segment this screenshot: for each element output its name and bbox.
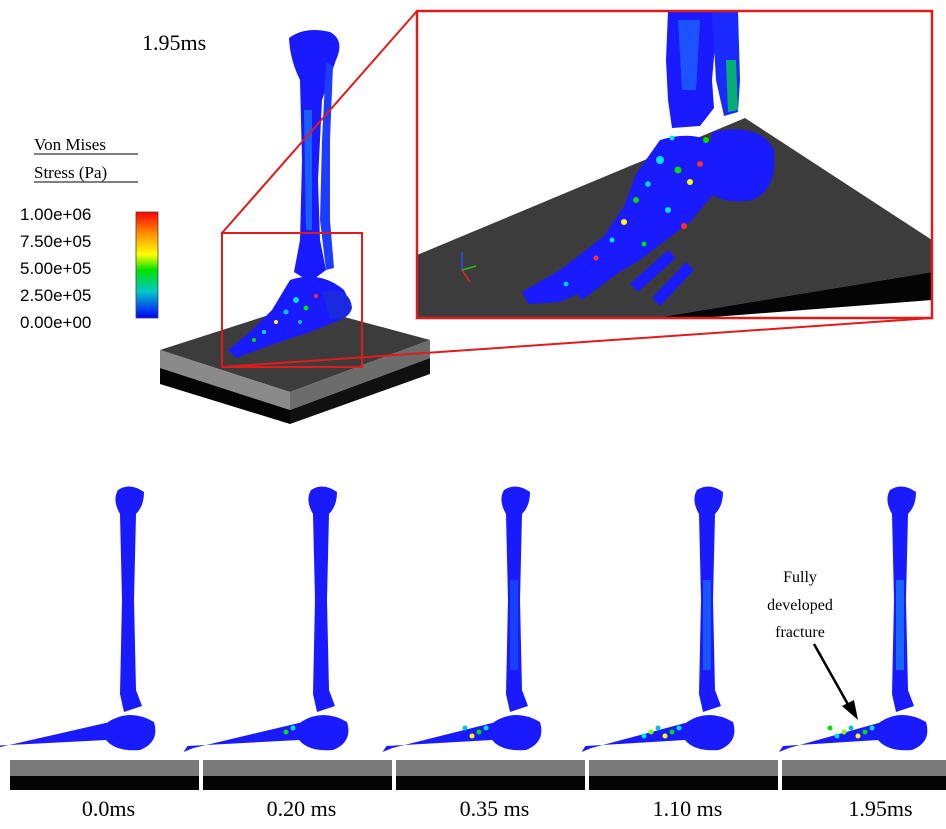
main-fibula bbox=[320, 62, 334, 270]
main-tibia-stress-band bbox=[304, 110, 312, 230]
frame-stress-spot bbox=[848, 725, 854, 731]
frame-heel bbox=[106, 715, 156, 751]
frame-forefoot bbox=[779, 722, 882, 752]
frame-forefoot bbox=[0, 722, 110, 748]
legend-colorbar bbox=[135, 211, 159, 319]
frame-heel bbox=[878, 715, 928, 751]
frame-time-label: 1.10 ms bbox=[653, 796, 723, 821]
annotation-line1: Fully bbox=[783, 569, 817, 586]
legend-tick-label: 0.00e+00 bbox=[20, 313, 91, 332]
frame-stress-spot bbox=[290, 725, 296, 731]
frame-plate-base bbox=[396, 776, 585, 790]
frame-forefoot bbox=[581, 722, 689, 752]
inset-toes bbox=[574, 232, 694, 306]
frame-stress-spot bbox=[662, 733, 668, 739]
legend-title-line1: Von Mises bbox=[34, 135, 106, 154]
frame-time-label: 0.0ms bbox=[82, 796, 135, 821]
frame-stress-spot bbox=[641, 733, 647, 739]
frame-stress-spot bbox=[869, 725, 875, 731]
stress-legend: Von Mises Stress (Pa) 1.00e+06 7.50e+05 … bbox=[20, 135, 159, 332]
frame-stress-spot bbox=[648, 729, 654, 735]
frame-plate-base bbox=[782, 776, 946, 790]
frame-plate-top bbox=[782, 760, 946, 776]
frame-plate-top bbox=[203, 760, 392, 776]
frame-tibia bbox=[308, 486, 337, 712]
annotation-arrow-shaft bbox=[812, 643, 852, 709]
time-frame: 0.35 ms bbox=[382, 486, 585, 821]
frame-stress-spot bbox=[834, 733, 840, 739]
legend-tick-label: 7.50e+05 bbox=[20, 232, 91, 251]
frame-time-label: 1.95ms bbox=[848, 796, 912, 821]
time-frame: 1.10 ms bbox=[581, 486, 778, 821]
frame-forefoot bbox=[382, 722, 496, 752]
annotation-line2: developed bbox=[767, 597, 833, 614]
zoom-source-box bbox=[221, 232, 363, 368]
frame-stress-spot bbox=[669, 729, 675, 735]
frame-forefoot bbox=[183, 722, 303, 752]
legend-tick-label: 2.50e+05 bbox=[20, 286, 91, 305]
frame-stress-spot bbox=[476, 729, 482, 735]
zoom-connector-top bbox=[221, 10, 418, 234]
frame-heel bbox=[685, 715, 735, 751]
frame-stress-spot bbox=[462, 725, 468, 731]
inset-plate-side bbox=[655, 272, 932, 318]
inset-axis-triad bbox=[461, 252, 477, 283]
main-foot bbox=[228, 276, 350, 358]
time-sequence: 0.0ms 0.20 ms 0.35 ms 1.10 ms 1.95ms bbox=[0, 486, 946, 821]
annotation-line3: fracture bbox=[775, 624, 825, 641]
main-tibia bbox=[289, 30, 340, 282]
frame-heel bbox=[299, 715, 349, 751]
frame-plate-top bbox=[10, 760, 199, 776]
frame-stress-spot bbox=[855, 733, 861, 739]
frame-time-label: 0.35 ms bbox=[460, 796, 530, 821]
time-frame: 0.20 ms bbox=[183, 486, 392, 821]
frame-heel bbox=[492, 715, 542, 751]
frame-plate-base bbox=[203, 776, 392, 790]
frame-tibia bbox=[887, 486, 916, 712]
inset-stress-spots bbox=[563, 135, 709, 287]
frame-stress-spot bbox=[827, 725, 833, 731]
frame-plate-top bbox=[396, 760, 585, 776]
frame-tibia-stress bbox=[510, 580, 518, 670]
plate-right-black-side bbox=[290, 358, 430, 424]
frame-plate-top bbox=[589, 760, 778, 776]
time-frame: 1.95ms bbox=[779, 486, 946, 821]
legend-tick-label: 1.00e+06 bbox=[20, 205, 91, 224]
frame-stress-spot bbox=[283, 729, 289, 735]
legend-title-line2: Stress (Pa) bbox=[34, 163, 107, 182]
frame-tibia bbox=[694, 486, 723, 712]
zoom-inset bbox=[415, 9, 934, 320]
main-time-label: 1.95ms bbox=[142, 30, 206, 55]
annotation-arrow-head bbox=[842, 700, 858, 720]
frame-time-label: 0.20 ms bbox=[267, 796, 337, 821]
plate-right-grey-side bbox=[290, 340, 430, 410]
frame-tibia-stress bbox=[703, 580, 711, 670]
inset-tibia-stress bbox=[678, 20, 700, 90]
frame-tibia-stress bbox=[896, 580, 904, 670]
frame-stress-spot bbox=[862, 729, 868, 735]
zoom-connector-bottom bbox=[221, 317, 933, 368]
main-leg-model bbox=[228, 30, 352, 358]
frame-plate-base bbox=[10, 776, 199, 790]
zoom-inset-frame bbox=[415, 9, 934, 320]
legend-tick-label: 5.00e+05 bbox=[20, 259, 91, 278]
plate-left-grey-side bbox=[160, 350, 290, 410]
frame-stress-spot bbox=[676, 725, 682, 731]
plate-left-black-side bbox=[160, 368, 290, 424]
main-heel bbox=[322, 290, 352, 319]
frame-stress-spot bbox=[469, 733, 475, 739]
frame-stress-spot bbox=[655, 725, 661, 731]
fracture-annotation: Fully developed fracture bbox=[767, 569, 858, 720]
frame-tibia bbox=[115, 486, 144, 712]
frame-plate-base bbox=[589, 776, 778, 790]
main-foot-stress-spots bbox=[252, 294, 318, 342]
zoom-callout bbox=[221, 10, 933, 368]
frame-tibia bbox=[501, 486, 530, 712]
frame-stress-spot bbox=[483, 725, 489, 731]
frame-stress-spot bbox=[841, 729, 847, 735]
time-frame: 0.0ms bbox=[0, 486, 199, 821]
inset-fibula-stress bbox=[726, 60, 738, 112]
